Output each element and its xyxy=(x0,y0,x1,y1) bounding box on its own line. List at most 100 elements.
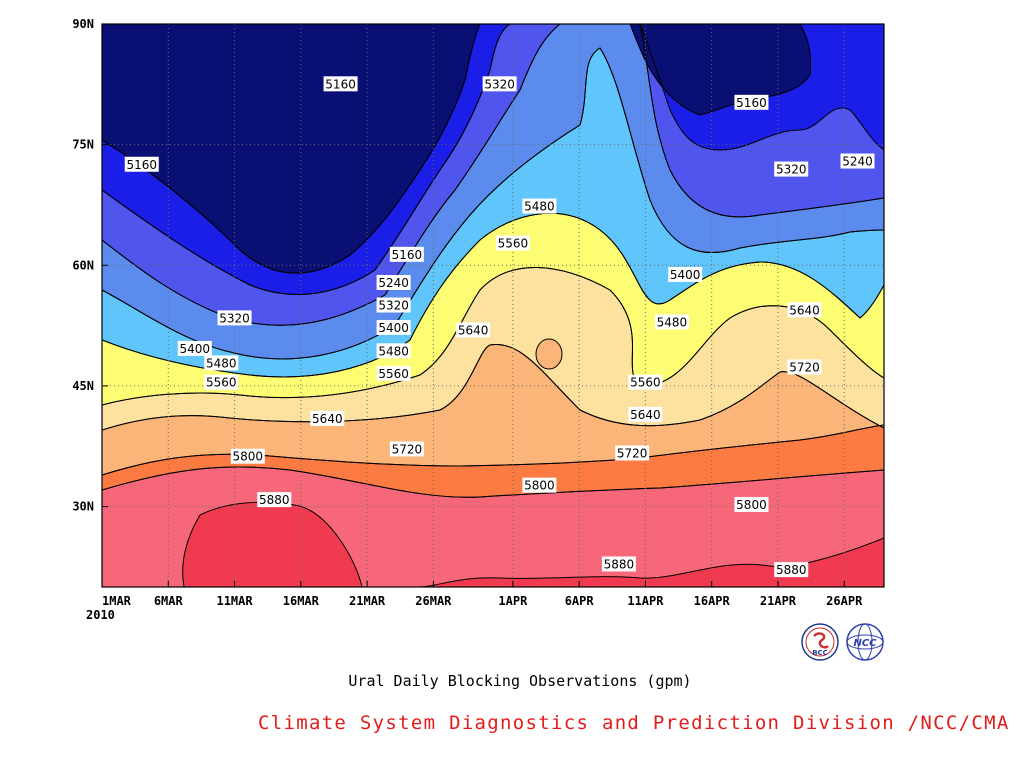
x-tick-label: 26MAR xyxy=(415,594,452,608)
ncc-logo: NCC xyxy=(846,623,884,661)
svg-text:5560: 5560 xyxy=(206,376,237,390)
contour-label: 5160 xyxy=(389,246,424,262)
svg-text:5480: 5480 xyxy=(657,315,688,329)
contour-label: 5640 xyxy=(787,302,822,318)
svg-text:5720: 5720 xyxy=(392,442,423,456)
contour-line xyxy=(535,338,563,370)
contour-label: 5720 xyxy=(787,359,822,375)
contour-label: 5160 xyxy=(124,156,159,172)
x-tick-label: 1APR xyxy=(498,594,528,608)
svg-text:5320: 5320 xyxy=(219,311,250,325)
svg-text:5560: 5560 xyxy=(378,367,409,381)
contour-label: 5800 xyxy=(734,496,769,512)
contour-label: 5160 xyxy=(323,76,358,92)
svg-text:5480: 5480 xyxy=(378,344,409,358)
svg-text:5400: 5400 xyxy=(670,268,701,282)
svg-text:5320: 5320 xyxy=(484,77,515,91)
contour-label: 5880 xyxy=(257,492,292,508)
chart-credit: Climate System Diagnostics and Predictio… xyxy=(258,712,1010,734)
contour-label: 5480 xyxy=(376,343,411,359)
svg-text:5320: 5320 xyxy=(378,299,409,313)
contour-label: 5480 xyxy=(522,198,557,214)
svg-text:5800: 5800 xyxy=(233,450,264,464)
contour-label: 5880 xyxy=(774,562,809,578)
x-tick-label: 16MAR xyxy=(283,594,320,608)
chart-title: Ural Daily Blocking Observations (gpm) xyxy=(348,672,692,690)
contour-label: 5640 xyxy=(310,410,345,426)
x-tick-label: 6APR xyxy=(565,594,595,608)
y-tick-label: 90N xyxy=(72,17,94,31)
contour-label: 5880 xyxy=(601,556,636,572)
svg-text:5400: 5400 xyxy=(180,342,211,356)
svg-text:5720: 5720 xyxy=(617,446,648,460)
band-5640-5720 xyxy=(102,344,884,475)
contour-labels: 5160 5320 5160 5160 5320 5240 5480 5560 5160 5240… xyxy=(124,76,875,578)
contour-label: 5160 xyxy=(734,94,769,110)
band-5800-5880 xyxy=(102,466,884,587)
contour-label: 5400 xyxy=(376,320,411,336)
contour-label: 5240 xyxy=(376,274,411,290)
contour-label: 5800 xyxy=(522,477,557,493)
y-tick-label: 60N xyxy=(72,258,94,272)
band-below-5160 xyxy=(102,24,811,274)
svg-text:5880: 5880 xyxy=(259,493,290,507)
contour-label: 5640 xyxy=(628,406,663,422)
contour-label: 5560 xyxy=(204,374,239,390)
svg-text:5640: 5640 xyxy=(630,408,661,422)
x-tick-label: 21MAR xyxy=(349,594,386,608)
band-5400-5480 xyxy=(102,48,884,377)
bcc-logo-text: BCC xyxy=(812,649,828,657)
band-5720-5800 xyxy=(102,425,884,587)
band-5480-5560 xyxy=(102,213,884,405)
svg-text:5480: 5480 xyxy=(206,356,237,370)
x-tick-label: 11APR xyxy=(627,594,664,608)
svg-text:5160: 5160 xyxy=(325,77,356,91)
y-tick-label: 75N xyxy=(72,138,94,152)
svg-text:5560: 5560 xyxy=(498,237,529,251)
contour-label: 5400 xyxy=(177,340,212,356)
svg-text:5800: 5800 xyxy=(736,498,767,512)
svg-text:5640: 5640 xyxy=(458,323,489,337)
contour-line xyxy=(102,24,812,274)
svg-text:5160: 5160 xyxy=(736,96,767,110)
contour-label: 5320 xyxy=(376,297,411,313)
svg-text:5160: 5160 xyxy=(126,158,157,172)
contour-label: 5400 xyxy=(668,266,703,282)
svg-text:5800: 5800 xyxy=(524,479,555,493)
contour-label: 5320 xyxy=(217,310,252,326)
x-tick-label: 26APR xyxy=(826,594,863,608)
ncc-logo-text: NCC xyxy=(853,638,877,649)
x-tick-label: 11MAR xyxy=(216,594,253,608)
x-tick-label: 6MAR xyxy=(154,594,184,608)
contour-label: 5240 xyxy=(840,153,875,169)
contour-label: 5480 xyxy=(654,314,689,330)
y-tick-label: 45N xyxy=(72,379,94,393)
x-tick-label: 1MAR xyxy=(102,594,132,608)
svg-text:5240: 5240 xyxy=(378,276,409,290)
x-tick-label: 21APR xyxy=(760,594,797,608)
contour-bands xyxy=(102,24,884,587)
svg-text:5720: 5720 xyxy=(789,360,820,374)
svg-text:5640: 5640 xyxy=(789,303,820,317)
contour-label: 5800 xyxy=(230,448,265,464)
svg-text:5240: 5240 xyxy=(842,155,873,169)
x-tick-label: 16APR xyxy=(694,594,731,608)
svg-text:5320: 5320 xyxy=(776,163,807,177)
bcc-logo: BCC xyxy=(801,623,839,661)
svg-text:5880: 5880 xyxy=(604,557,635,571)
svg-text:5160: 5160 xyxy=(392,248,423,262)
contour-label: 5720 xyxy=(389,441,424,457)
plot-frame xyxy=(101,23,885,588)
contour-label: 5720 xyxy=(615,445,650,461)
svg-text:5640: 5640 xyxy=(312,412,343,426)
contour-label: 5640 xyxy=(456,322,491,338)
contour-label: 5480 xyxy=(204,355,239,371)
svg-text:5880: 5880 xyxy=(776,563,807,577)
x-tick-year: 2010 xyxy=(86,608,115,622)
contour-label: 5320 xyxy=(774,161,809,177)
contour-label: 5560 xyxy=(628,374,663,390)
y-tick-label: 30N xyxy=(72,500,94,514)
band-5560-5640 xyxy=(102,267,884,430)
contour-label: 5560 xyxy=(495,235,530,251)
